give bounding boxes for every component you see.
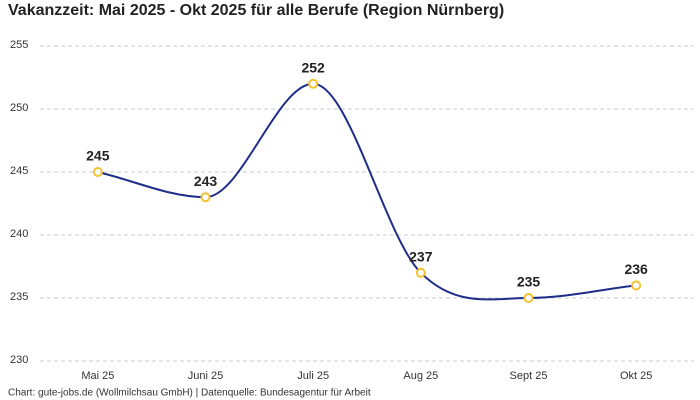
y-tick-label: 250 (10, 102, 28, 114)
x-tick-label: Okt 25 (620, 370, 652, 382)
y-tick-label: 245 (10, 165, 28, 177)
value-label: 243 (194, 173, 218, 189)
value-label: 235 (517, 274, 541, 290)
x-tick-label: Juli 25 (297, 370, 329, 382)
x-tick-label: Mai 25 (81, 370, 114, 382)
marker (92, 167, 103, 177)
marker (308, 78, 319, 89)
source-note: Chart: gute-jobs.de (Wollmilchsau GmbH) … (8, 388, 371, 399)
chart-title: Vakanzzeit: Mai 2025 - Okt 2025 für alle… (8, 2, 504, 19)
marker (631, 280, 642, 291)
marker (415, 267, 426, 278)
value-label: 252 (301, 60, 325, 76)
x-tick-label: Juni 25 (188, 370, 223, 382)
x-tick-label: Sept 25 (510, 370, 548, 382)
value-label: 237 (409, 249, 433, 265)
y-tick-label: 240 (10, 228, 28, 240)
value-label: 245 (86, 148, 110, 164)
y-tick-label: 230 (10, 354, 28, 366)
y-tick-label: 255 (10, 39, 28, 51)
y-tick-label: 235 (10, 291, 28, 303)
marker (200, 192, 211, 203)
x-tick-label: Aug 25 (403, 370, 438, 382)
marker (523, 293, 534, 303)
line (97, 82, 637, 301)
value-label: 236 (624, 261, 648, 277)
